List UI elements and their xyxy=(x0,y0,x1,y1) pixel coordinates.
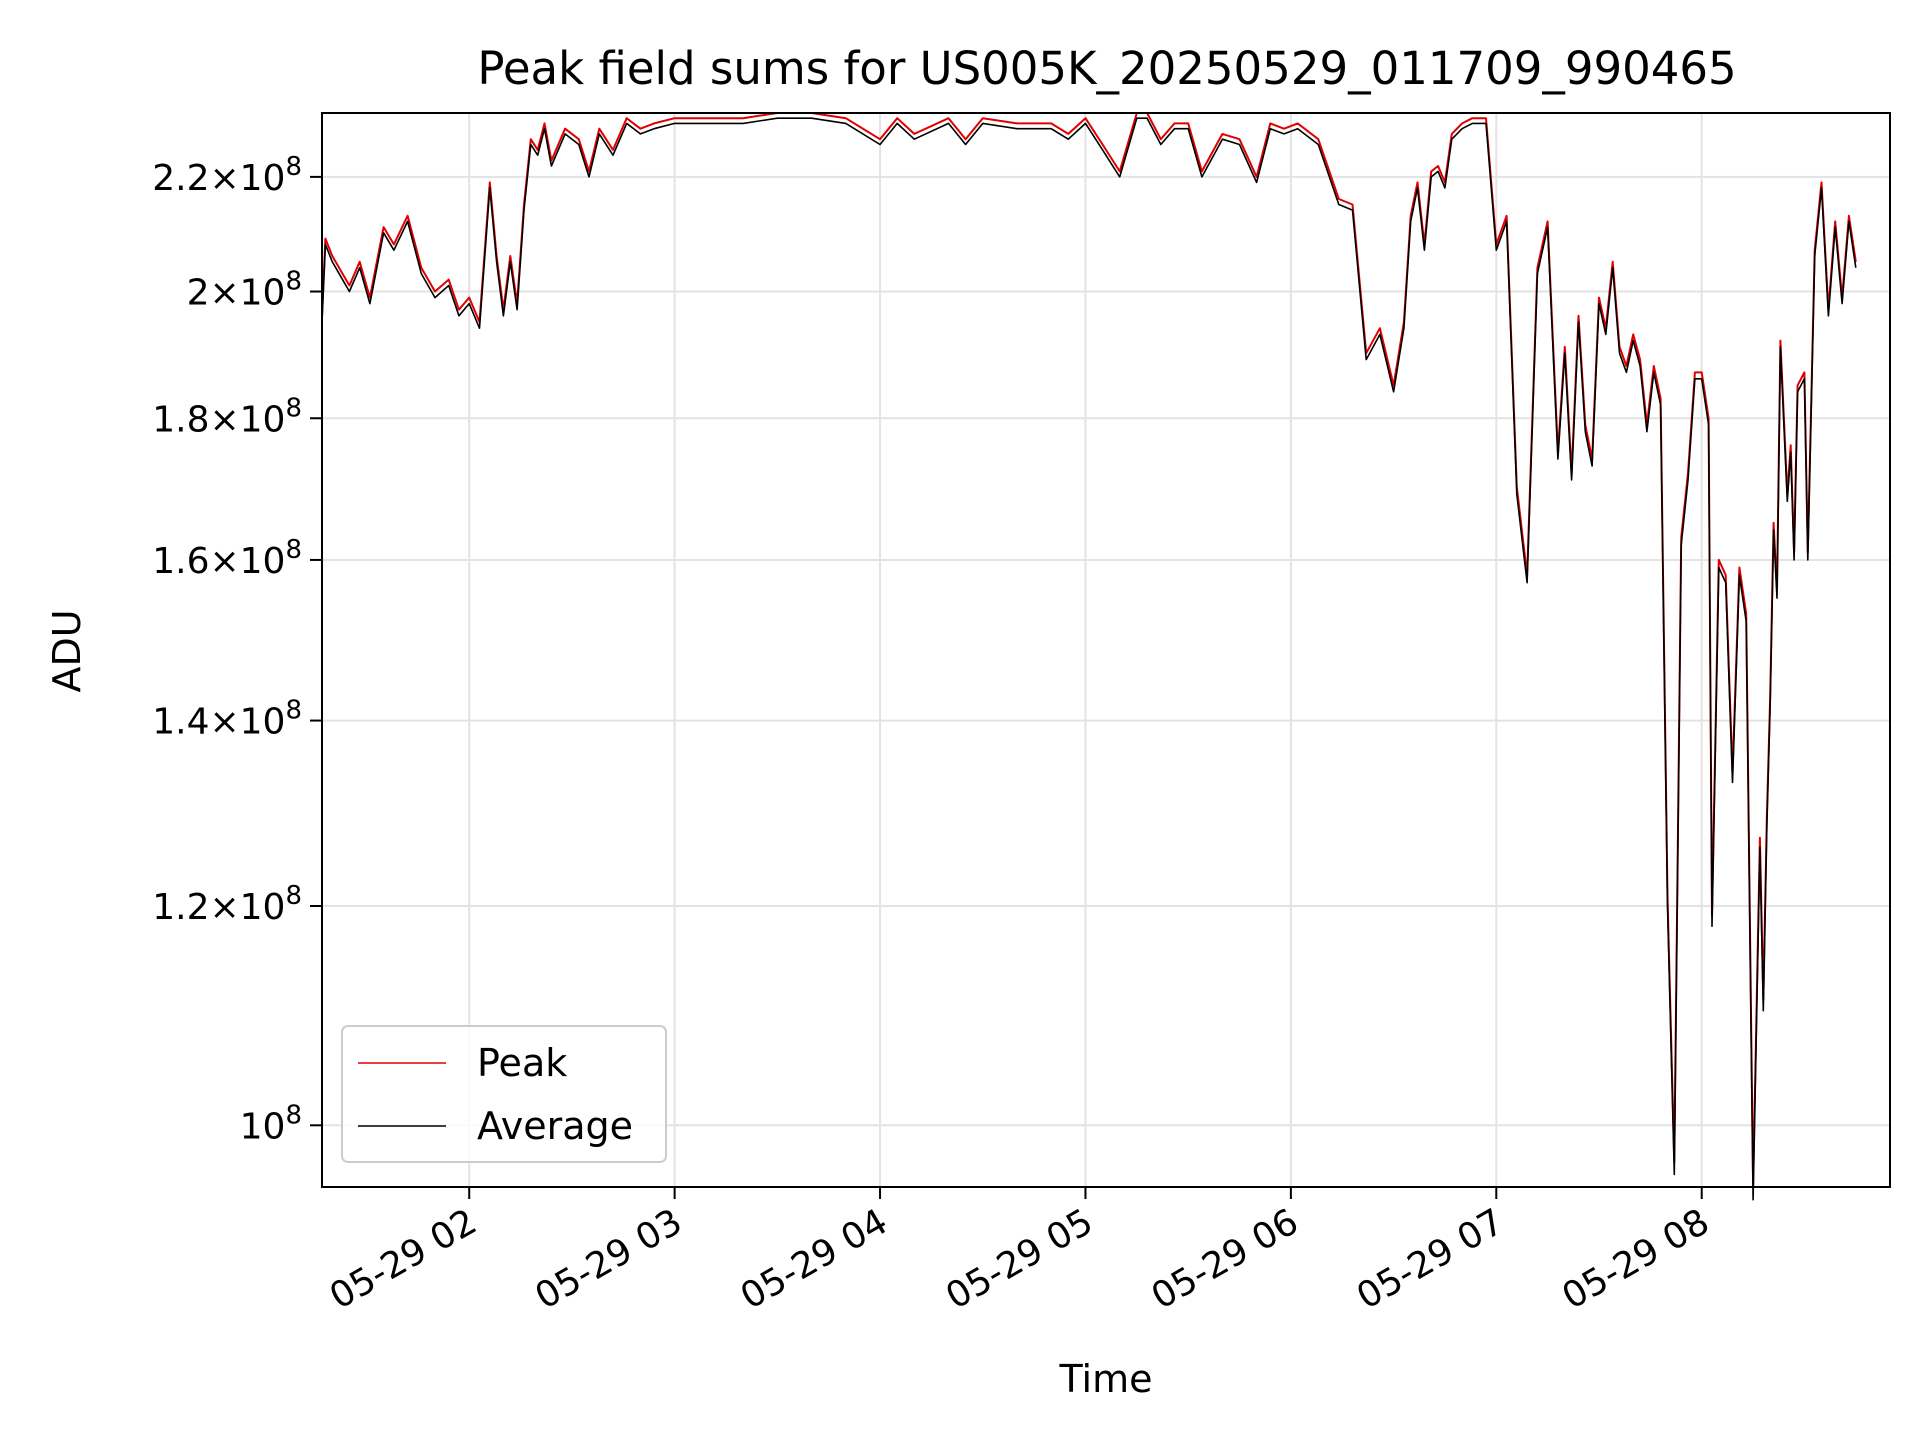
x-tick-label: 05-29 04 xyxy=(734,1201,895,1317)
x-tick-label: 05-29 08 xyxy=(1556,1201,1717,1317)
plot-frame xyxy=(321,112,1891,1188)
x-tick-label: 05-29 03 xyxy=(528,1201,689,1317)
grid xyxy=(322,113,1890,1187)
x-tick-label: 05-29 07 xyxy=(1350,1201,1511,1317)
chart-title: Peak field sums for US005K_20250529_0117… xyxy=(477,42,1736,95)
x-tick-label: 05-29 02 xyxy=(323,1201,484,1317)
legend: Peak Average xyxy=(341,1025,667,1163)
y-tick-label: 2.2×108 xyxy=(152,152,302,199)
legend-average-label: Average xyxy=(477,1104,633,1148)
y-tick-label: 1.2×108 xyxy=(152,881,302,928)
x-axis-label: Time xyxy=(1059,1357,1153,1401)
series-line-average xyxy=(321,117,1857,1201)
y-axis-label: ADU xyxy=(45,609,89,692)
x-tick-label: 05-29 06 xyxy=(1145,1201,1306,1317)
y-tick-label: 108 xyxy=(240,1100,302,1147)
y-tick-label: 2×108 xyxy=(187,267,302,314)
series-lines xyxy=(321,112,1857,1201)
y-tick-label: 1.8×108 xyxy=(152,393,302,440)
y-tick-label: 1.6×108 xyxy=(152,535,302,582)
legend-peak-label: Peak xyxy=(477,1041,567,1085)
legend-box xyxy=(341,1025,667,1163)
y-tick-label: 1.4×108 xyxy=(152,696,302,743)
x-tick-label: 05-29 05 xyxy=(939,1201,1100,1317)
